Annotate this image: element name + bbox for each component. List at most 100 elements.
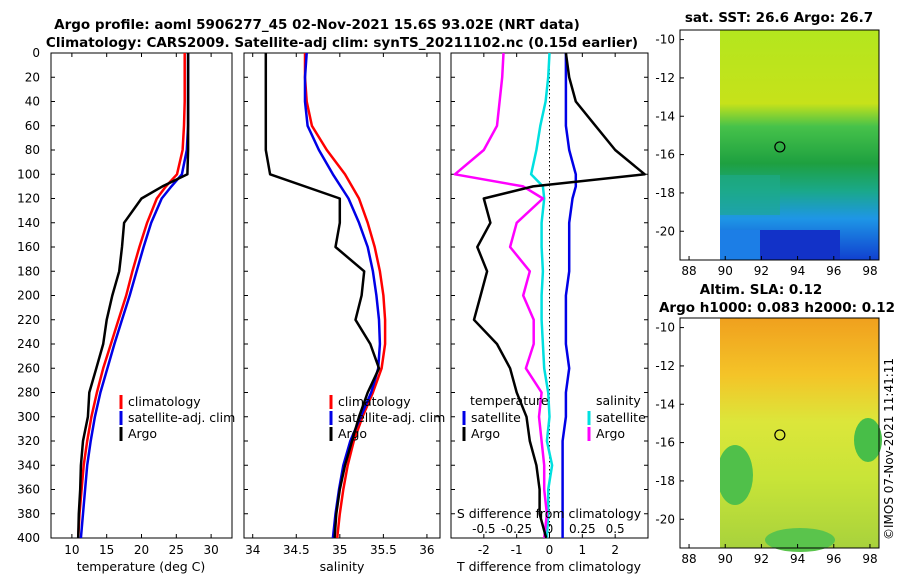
x-tick-label: 25 [169, 543, 184, 557]
sst-field-patch [720, 175, 780, 215]
depth-tick-label: 360 [17, 483, 40, 497]
lat-tick-label: -18 [655, 186, 675, 200]
s-difference-axis-ticks: -0.5 -0.25 0 0.25 0.5 [472, 522, 625, 536]
sla-low-patch [854, 418, 882, 462]
temperature-profile-panel: 0204060801001201401601802002202402602803… [17, 46, 648, 574]
temperature-legend: climatology satellite-adj. clim Argo [119, 394, 235, 441]
salinity-axis-ticks: 34 34.5 35 35.5 36 [245, 53, 435, 557]
lon-tick-label: 98 [862, 264, 877, 278]
sla-no-data [680, 318, 720, 548]
s-x-tick-label: 0.5 [606, 522, 625, 536]
sla-map-ticks: 88 90 92 94 96 98 -10 -12 -14 -16 -18 -20 [655, 321, 877, 566]
argo-location-marker [774, 141, 786, 153]
lat-tick-label: -10 [655, 33, 675, 47]
depth-tick-label: 20 [25, 70, 40, 84]
sst-cold-patch [760, 230, 840, 260]
depth-tick-label: 340 [17, 458, 40, 472]
argo-location-marker [774, 429, 786, 441]
legend-climatology-label: climatology [338, 394, 411, 409]
series-line-climatology [76, 53, 186, 539]
salinity-legend: climatology satellite-adj. clim Argo [329, 394, 445, 441]
lat-tick-label: -18 [655, 474, 675, 488]
lon-tick-label: 94 [790, 264, 805, 278]
series-line-satellite-adj-clim [303, 52, 382, 539]
lat-tick-label: -20 [655, 224, 675, 238]
depth-tick-label: 140 [17, 216, 40, 230]
x-tick-label: 0 [546, 543, 554, 557]
depth-tick-label: 180 [17, 264, 40, 278]
x-tick-label: 35.5 [370, 543, 397, 557]
depth-tick-label: 100 [17, 167, 40, 181]
depth-tick-label: 380 [17, 507, 40, 521]
series-line-salinity-satellite [529, 52, 554, 539]
salinity-lines [264, 52, 387, 539]
imos-timestamp: ©IMOS 07-Nov-2021 11:41:11 [882, 358, 896, 540]
difference-legend: temperature satellite Argo salinity sate… [462, 393, 646, 441]
depth-tick-label: 400 [17, 531, 40, 545]
lon-tick-label: 88 [681, 552, 696, 566]
depth-tick-label: 80 [25, 143, 40, 157]
depth-tick-label: 240 [17, 337, 40, 351]
legend-temperature-heading: temperature [470, 393, 549, 408]
x-tick-label: 20 [134, 543, 149, 557]
sla-low-patch [717, 445, 753, 505]
x-tick-label: -1 [511, 543, 523, 557]
salinity-xlabel: salinity [320, 559, 365, 574]
sla-axes-box [679, 317, 880, 549]
lon-tick-label: 92 [754, 552, 769, 566]
lon-tick-label: 94 [790, 552, 805, 566]
x-tick-label: 15 [99, 543, 114, 557]
sst-no-data [680, 30, 720, 260]
legend-satellite-label: satellite-adj. clim [128, 410, 235, 425]
legend-s-satellite-label: satellite [596, 410, 646, 425]
x-tick-label: 2 [611, 543, 619, 557]
legend-s-argo-label: Argo [596, 426, 625, 441]
s-difference-xlabel: S difference from climatology [457, 506, 642, 521]
figure-title-line1: Argo profile: aoml 5906277_45 02-Nov-202… [54, 17, 580, 33]
temperature-xlabel: temperature (deg C) [77, 559, 206, 574]
s-x-tick-label: -0.5 [472, 522, 495, 536]
s-x-tick-label: -0.25 [501, 522, 532, 536]
salinity-profile-panel: 34 34.5 35 35.5 36 salinity climatology sate… [243, 52, 445, 574]
sst-map-ticks: 88 90 92 94 96 98 -10 -12 -14 -16 -18 -20 [655, 33, 877, 278]
series-line-temperature-argo [472, 52, 646, 539]
difference-panel: -2 -1 0 1 2 -0.5 -0.25 0 0.25 0.5 T difference f… [450, 52, 649, 574]
sla-map-title-line1: Altim. SLA: 0.12 [700, 282, 822, 298]
x-tick-label: 34 [245, 543, 260, 557]
legend-salinity-heading: salinity [596, 393, 641, 408]
series-line-salinity-argo [453, 52, 549, 539]
x-tick-label: 30 [203, 543, 218, 557]
x-tick-label: 10 [64, 543, 79, 557]
lat-tick-label: -12 [655, 71, 675, 85]
legend-argo-label: Argo [338, 426, 367, 441]
series-line-argo [76, 53, 190, 539]
sla-map-panel: Altim. SLA: 0.12 Argo h1000: 0.083 h2000… [655, 282, 895, 566]
sla-low-patch [765, 528, 835, 552]
sst-field [720, 30, 879, 260]
lon-tick-label: 90 [718, 264, 733, 278]
sst-map-panel: sat. SST: 26.6 Argo: 26.7 88 90 92 94 96 98 -1… [655, 10, 880, 278]
sla-field [720, 318, 879, 548]
depth-tick-label: 40 [25, 95, 40, 109]
lat-tick-label: -10 [655, 321, 675, 335]
series-line-temperature-satellite [561, 53, 578, 538]
temperature-lines [76, 53, 190, 539]
legend-climatology-label: climatology [128, 394, 201, 409]
lat-tick-label: -12 [655, 359, 675, 373]
salinity-axes-box [243, 52, 441, 539]
lat-tick-label: -16 [655, 436, 675, 450]
x-tick-label: -2 [478, 543, 490, 557]
depth-tick-label: 220 [17, 313, 40, 327]
series-line-argo [264, 53, 381, 539]
depth-tick-label: 280 [17, 386, 40, 400]
depth-tick-label: 160 [17, 240, 40, 254]
s-x-tick-label: 0 [546, 522, 554, 536]
lon-tick-label: 90 [718, 552, 733, 566]
lat-tick-label: -20 [655, 512, 675, 526]
series-line-satellite-adj-clim [79, 53, 190, 539]
figure-title-line2: Climatology: CARS2009. Satellite-adj cli… [46, 35, 638, 51]
legend-argo-label: Argo [128, 426, 157, 441]
x-tick-label: 34.5 [283, 543, 310, 557]
sst-cold-patch-2 [720, 230, 760, 260]
